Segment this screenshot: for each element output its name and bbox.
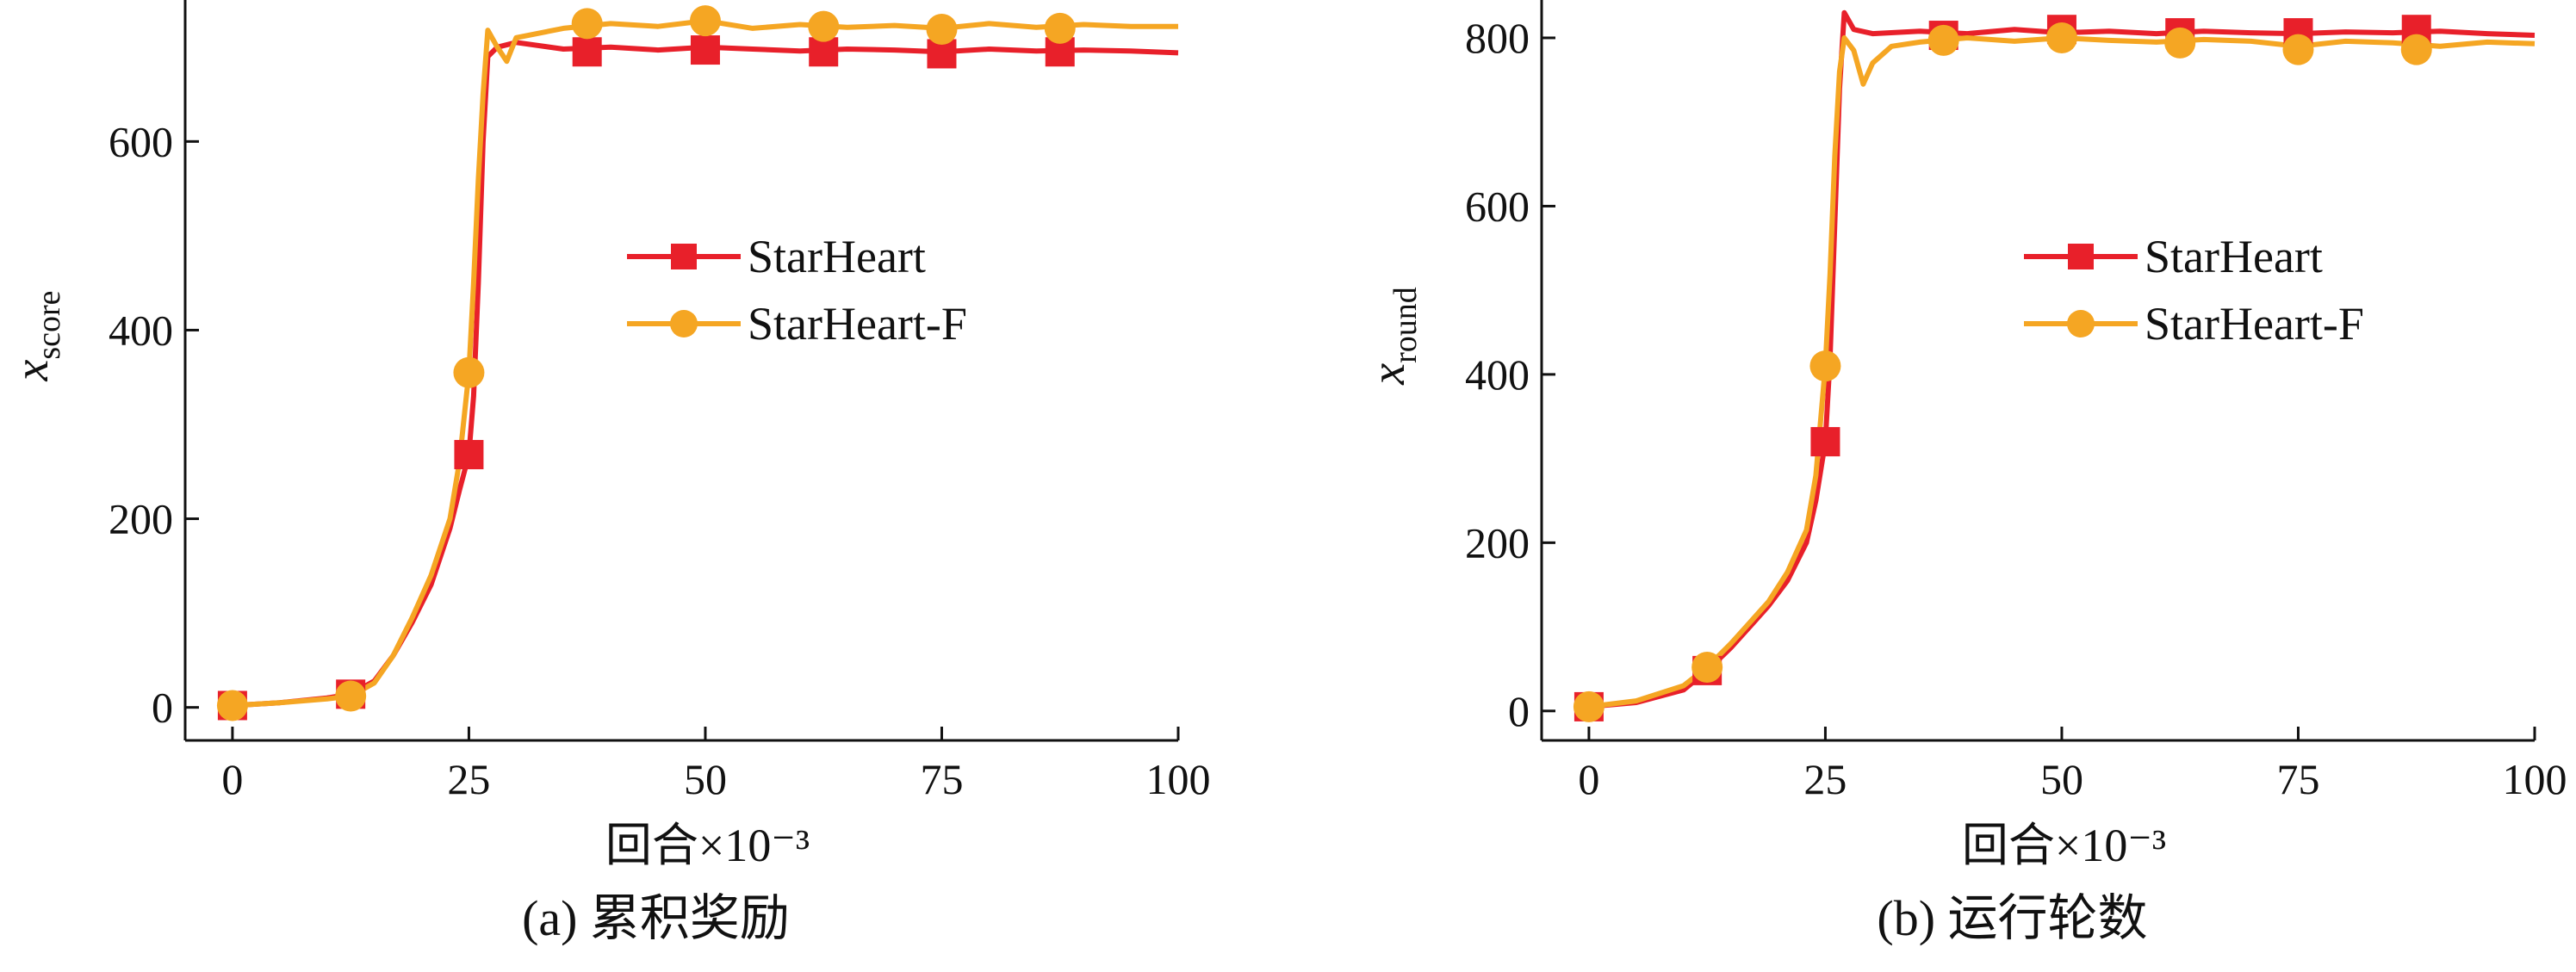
y-tick-label: 200	[109, 495, 173, 543]
x-tick-label: 75	[2276, 755, 2319, 803]
y-tick-label: 200	[1465, 518, 1530, 566]
x-tick-label: 100	[2503, 755, 2567, 803]
data-point-circle	[1927, 24, 1959, 56]
data-point-circle	[335, 680, 367, 712]
data-point-circle	[2164, 27, 2196, 59]
data-point-circle	[926, 13, 958, 45]
legend-label: StarHeart	[748, 231, 926, 282]
y-tick-label: 400	[1465, 350, 1530, 399]
y-axis-label: xscore	[5, 290, 67, 381]
data-point-circle	[808, 10, 840, 42]
y-axis-label: xround	[1362, 287, 1424, 386]
legend-marker-circle	[670, 310, 698, 337]
legend-marker-square	[2068, 244, 2094, 269]
legend-label: StarHeart-F	[748, 298, 967, 350]
legend: StarHeart StarHeart-F	[627, 231, 967, 350]
y-tick-label: 600	[109, 117, 173, 165]
data-point-square	[809, 37, 839, 67]
x-tick-label: 50	[2040, 755, 2083, 803]
x-tick-label: 50	[684, 755, 727, 803]
panel-caption: (b) 运行轮数	[1877, 890, 2147, 946]
data-point-circle	[216, 690, 248, 721]
y-tick-label: 600	[1465, 182, 1530, 230]
series-line-starheart-f	[1588, 35, 2536, 709]
x-axis-label: 回合×10⁻³	[605, 820, 810, 871]
legend-marker-square	[671, 244, 697, 269]
legend: StarHeart StarHeart-F	[2024, 231, 2364, 350]
data-point-circle	[571, 8, 603, 40]
data-point-circle	[453, 356, 485, 388]
legend-label: StarHeart-F	[2145, 298, 2364, 350]
series-line-starheart	[1588, 9, 2536, 709]
data-point-square	[454, 440, 484, 470]
data-point-circle	[689, 5, 721, 37]
data-point-circle	[2282, 34, 2314, 65]
data-point-circle	[1691, 651, 1723, 683]
y-tick-label: 800	[1465, 14, 1530, 62]
data-point-square	[690, 35, 720, 65]
data-point-square	[572, 37, 602, 67]
data-point-square	[1810, 427, 1840, 457]
data-point-circle	[1573, 690, 1605, 722]
legend-label: StarHeart	[2145, 231, 2323, 282]
y-tick-label: 0	[152, 684, 173, 732]
chart-panel-a: 0 25 50 75 100 0 200 400 600 回合×10⁻³ xscore (a) 累积奖…	[5, 0, 1211, 946]
data-point-circle	[1809, 350, 1841, 382]
x-tick-label: 75	[920, 755, 963, 803]
x-tick-label: 25	[1803, 755, 1847, 803]
data-point-circle	[1044, 12, 1076, 44]
legend-marker-circle	[2067, 310, 2095, 337]
x-tick-label: 0	[221, 755, 243, 803]
series-line-starheart	[232, 40, 1179, 709]
chart-panel-b: 0 25 50 75 100 0 200 400 600 800 回合×10⁻³ xround (b) …	[1362, 0, 2567, 946]
x-tick-label: 0	[1578, 755, 1599, 803]
x-tick-label: 25	[447, 755, 490, 803]
x-axis-label: 回合×10⁻³	[1962, 820, 2166, 871]
series-line-starheart-f	[232, 18, 1178, 709]
data-point-circle	[2400, 34, 2432, 65]
y-tick-label: 0	[1508, 687, 1530, 735]
x-tick-label: 100	[1146, 755, 1211, 803]
y-tick-label: 400	[109, 306, 173, 354]
panel-caption: (a) 累积奖励	[522, 890, 790, 946]
data-point-circle	[2045, 22, 2077, 53]
